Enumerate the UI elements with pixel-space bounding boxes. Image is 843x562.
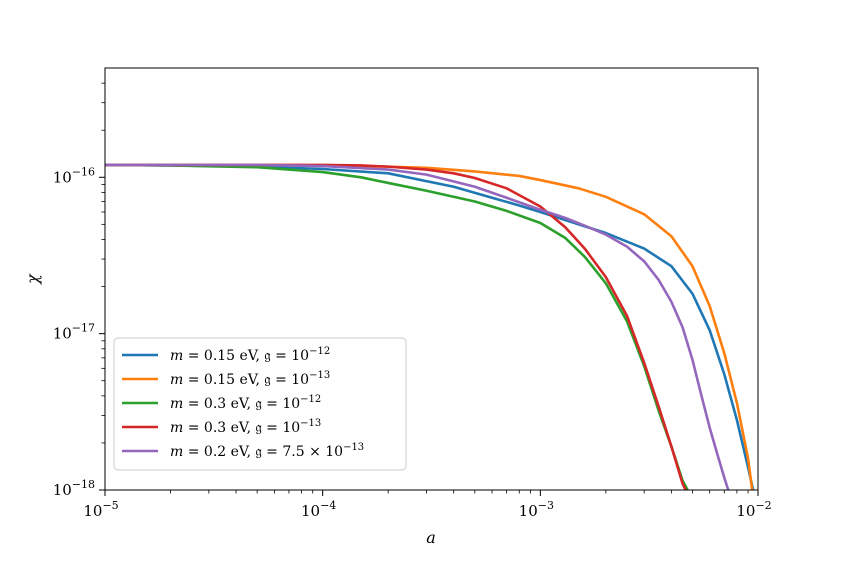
series-layer	[105, 163, 755, 490]
plot-frame	[104, 67, 759, 491]
x-tick-label: 10−2	[736, 499, 771, 520]
legend-label-1: m = 0.15 eV, 𝔤 = 10−12	[170, 346, 330, 364]
y-axis-label: χ	[23, 273, 42, 285]
series-line-4	[105, 163, 687, 490]
y-tick-label: 10−16	[53, 165, 95, 186]
series-line-5	[105, 163, 730, 490]
ticks-layer: 10−5 10−4 10−3 10−2 10−18 10−17 10−16	[53, 82, 772, 520]
legend-label-4: m = 0.3 eV, 𝔤 = 10−13	[170, 418, 321, 436]
x-tick-label: 10−5	[83, 499, 118, 520]
legend-label-3: m = 0.3 eV, 𝔤 = 10−12	[170, 394, 321, 412]
y-tick-label: 10−18	[53, 478, 95, 499]
legend-label-5: m = 0.2 eV, 𝔤 = 7.5 × 10−13	[170, 442, 364, 460]
x-tick-label: 10−4	[301, 499, 336, 520]
legend-label-2: m = 0.15 eV, 𝔤 = 10−13	[170, 370, 330, 388]
y-tick-label: 10−17	[53, 322, 95, 343]
legend: m = 0.15 eV, 𝔤 = 10−12 m = 0.15 eV, 𝔤 = 1…	[113, 337, 407, 471]
legend-box	[113, 337, 407, 471]
x-axis-label: a	[426, 528, 436, 547]
x-tick-label: 10−3	[519, 499, 554, 520]
